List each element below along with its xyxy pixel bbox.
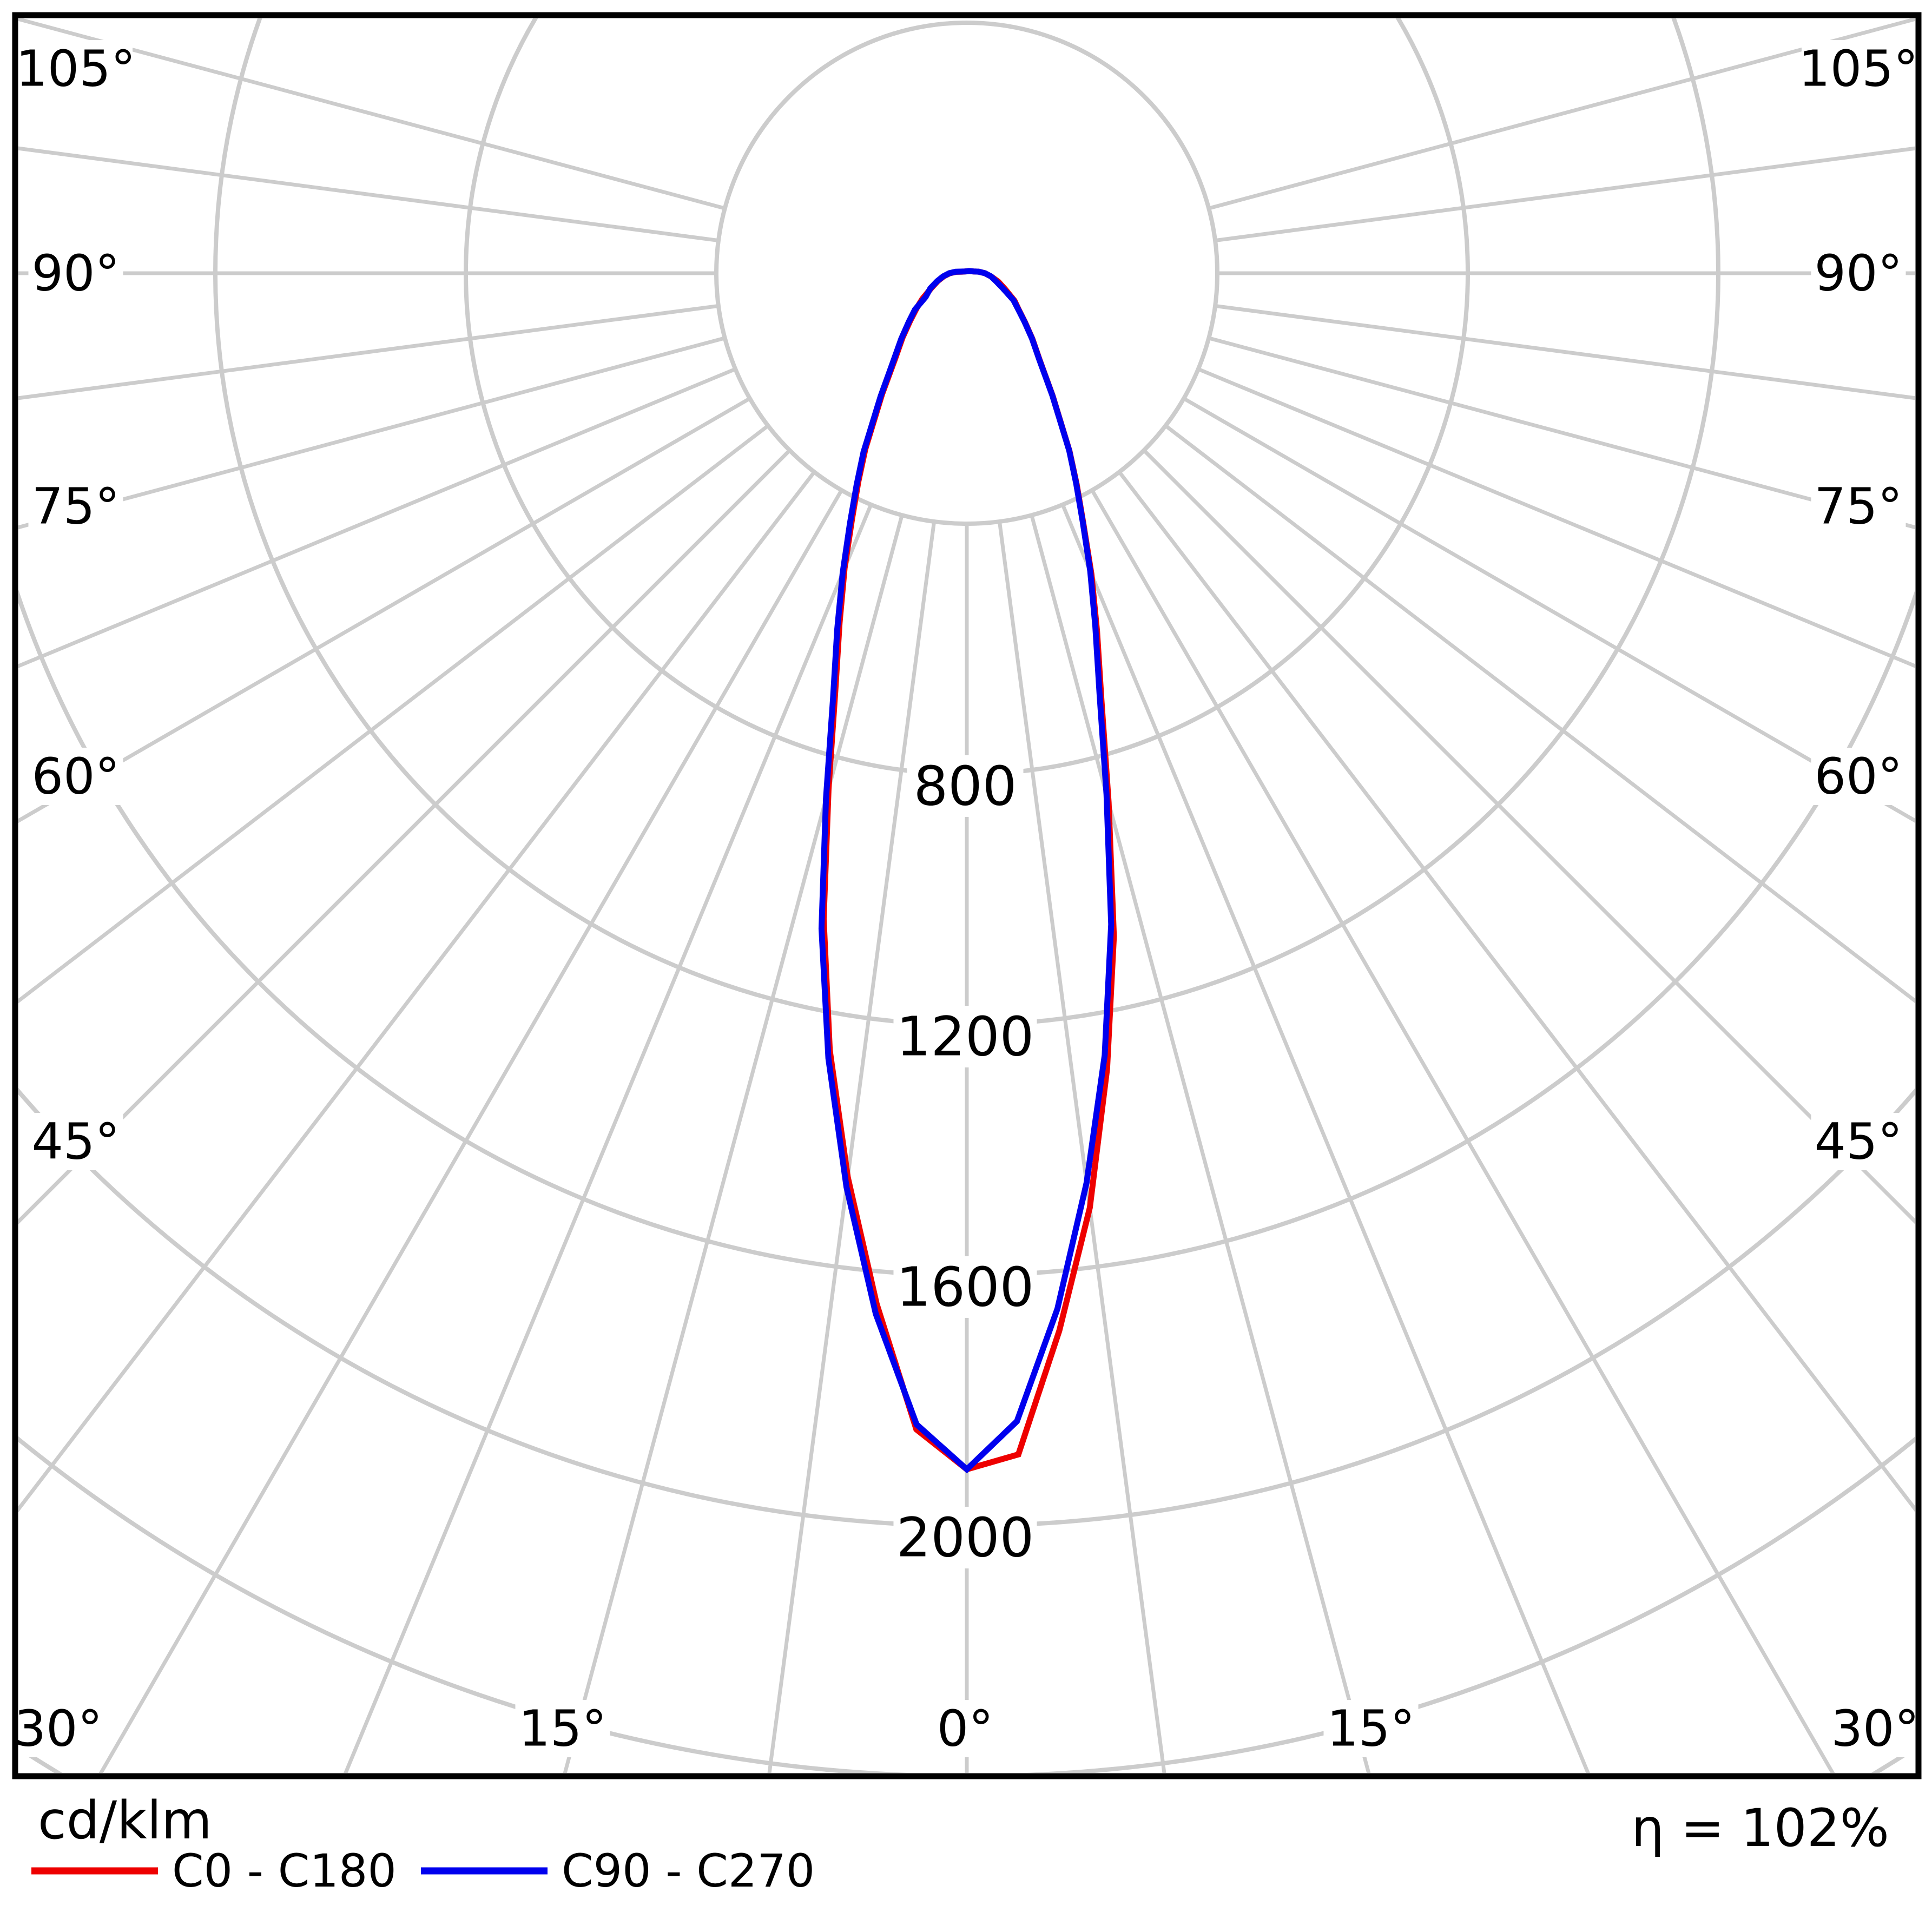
angle-label-bottom-15°: 15° xyxy=(518,1700,606,1758)
polar-spoke--97.5 xyxy=(18,146,719,243)
polar-spoke--7.5 xyxy=(767,521,937,1773)
ring-label-2000: 2000 xyxy=(896,1506,1034,1570)
polar-spoke-82.5 xyxy=(1215,304,1915,400)
angle-label-left-60°-bg xyxy=(28,748,123,805)
polar-spoke-52.5 xyxy=(1164,424,1915,1004)
angle-label-bottom-15°-bg xyxy=(1323,1700,1419,1757)
legend-label-c0-c180: C0 - C180 xyxy=(172,1844,397,1897)
angle-label-bottom-15°-bg xyxy=(515,1700,610,1757)
ring-label-2000-bg xyxy=(893,1507,1037,1568)
ring-label-1600-bg xyxy=(893,1256,1037,1318)
polar-spoke-75 xyxy=(1208,336,1915,530)
polar-spoke--82.5 xyxy=(18,304,719,400)
polar-spoke--15 xyxy=(563,515,904,1773)
angle-label-right-90°-bg xyxy=(1811,245,1906,302)
angle-label-bottom-0°-bg xyxy=(927,1700,1003,1757)
angle-label-left-105°: 105° xyxy=(16,40,136,98)
polar-spoke-15 xyxy=(1030,515,1371,1773)
ring-label-1200-bg xyxy=(893,1006,1037,1067)
polar-spoke-45 xyxy=(1142,449,1915,1224)
angle-label-right-90°: 90° xyxy=(1814,245,1902,302)
polar-spoke--60 xyxy=(18,397,751,823)
polar-spoke-105 xyxy=(1208,18,1915,210)
polar-spoke-67.5 xyxy=(1197,367,1915,668)
angle-label-right-75°: 75° xyxy=(1814,478,1902,536)
angle-label-left-90°: 90° xyxy=(31,245,120,302)
polar-spoke-97.5 xyxy=(1215,146,1915,243)
angle-label-bottom-30°: 30° xyxy=(14,1700,102,1758)
angle-label-right-105°: 105° xyxy=(1798,40,1918,98)
polar-spoke-30 xyxy=(1090,489,1835,1773)
intensity-curves xyxy=(818,268,1117,1474)
polar-spoke--75 xyxy=(18,336,726,530)
angle-label-right-60°-bg xyxy=(1811,748,1906,805)
angle-label-left-105°-bg xyxy=(19,40,133,97)
ring-label-800: 800 xyxy=(914,755,1017,818)
angle-label-left-45°: 45° xyxy=(31,1113,120,1171)
angle-label-right-75°-bg xyxy=(1811,478,1906,535)
efficiency-label: η = 102% xyxy=(1631,1798,1889,1858)
polar-spoke--45 xyxy=(18,449,792,1224)
angle-label-right-45°-bg xyxy=(1811,1113,1906,1170)
angle-label-left-45°-bg xyxy=(28,1113,123,1170)
polar-spoke-7.5 xyxy=(997,521,1166,1773)
curve-c90-c270 xyxy=(818,268,1115,1474)
ring-label-1200: 1200 xyxy=(896,1005,1034,1069)
plot-frame xyxy=(12,12,1922,1779)
angle-label-bottom-30°-bg xyxy=(11,1700,106,1757)
angle-label-right-45°: 45° xyxy=(1814,1113,1902,1171)
legend-label-c90-c270: C90 - C270 xyxy=(562,1844,815,1897)
polar-spoke-60 xyxy=(1183,397,1915,823)
polar-spoke--67.5 xyxy=(18,367,736,668)
polar-spoke--30 xyxy=(98,489,843,1773)
legend: C0 - C180 C90 - C270 xyxy=(31,1844,815,1897)
angle-label-left-90°-bg xyxy=(28,245,123,302)
polar-spoke--105 xyxy=(18,18,726,210)
grid-labels: 105° 90° 75° 60° 45° 105° 90° 75° 60° 45° 30° 15° 0°… xyxy=(11,40,1923,1758)
polar-spoke-37.5 xyxy=(1118,471,1915,1513)
angle-label-bottom-0°: 0° xyxy=(937,1700,994,1758)
angle-label-bottom-30°: 30° xyxy=(1831,1700,1919,1758)
angle-label-bottom-15°: 15° xyxy=(1327,1700,1415,1758)
polar-spoke--22.5 xyxy=(344,504,873,1773)
polar-spoke--37.5 xyxy=(18,471,816,1513)
angle-label-left-75°: 75° xyxy=(31,478,120,536)
angle-label-right-105°-bg xyxy=(1802,40,1915,97)
angle-label-bottom-30°-bg xyxy=(1828,1700,1923,1757)
angle-label-left-75°-bg xyxy=(28,478,123,535)
angle-label-right-60°: 60° xyxy=(1814,748,1902,806)
unit-label: cd/klm xyxy=(38,1790,212,1851)
ring-label-800-bg xyxy=(907,755,1024,817)
angle-label-left-60°: 60° xyxy=(31,748,120,806)
polar-spoke--52.5 xyxy=(18,424,769,1004)
ring-label-1600: 1600 xyxy=(896,1256,1034,1319)
polar-spoke-22.5 xyxy=(1060,504,1590,1773)
